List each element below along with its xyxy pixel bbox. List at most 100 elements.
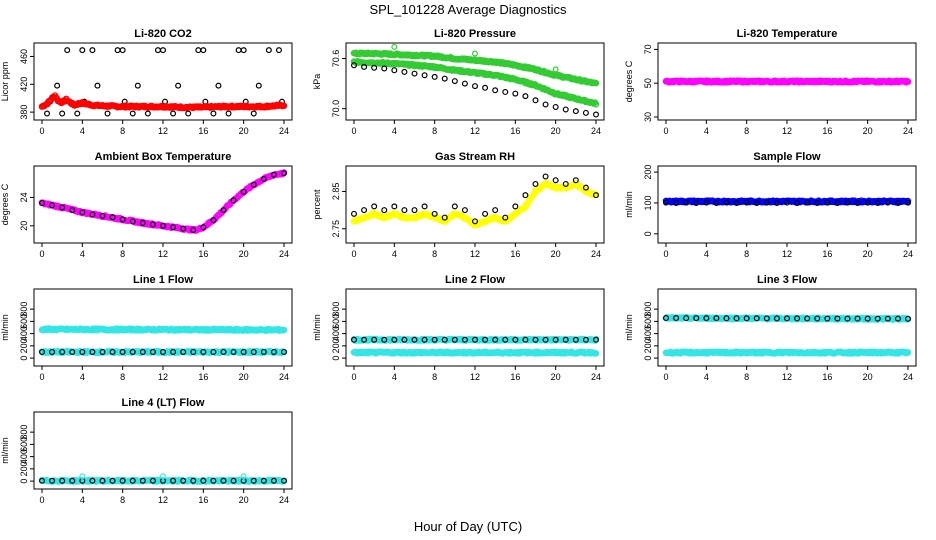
data-point <box>743 315 750 322</box>
x-tick-label: 24 <box>279 126 289 136</box>
data-point <box>119 477 126 484</box>
y-axis-label: Licor ppm <box>0 62 10 102</box>
data-point <box>522 336 529 343</box>
panel-3: Li-820 Temperature degrees C 0 4 8 12 16 20 24 30… <box>624 28 917 136</box>
panel-title: Line 2 Flow <box>445 274 505 286</box>
data-point <box>190 477 197 484</box>
x-tick-label: 4 <box>704 126 709 136</box>
y-tick-label: 600 <box>19 437 29 452</box>
x-tick-label: 0 <box>663 372 668 382</box>
data-point <box>99 477 106 484</box>
y-tick-label: 24 <box>19 192 29 202</box>
data-point <box>64 47 71 54</box>
data-point <box>794 315 801 322</box>
x-tick-label: 0 <box>351 249 356 259</box>
data-point <box>89 211 96 218</box>
data-point <box>904 349 912 356</box>
data-point <box>281 477 288 484</box>
x-tick-label: 12 <box>782 126 792 136</box>
data-point <box>834 199 841 206</box>
panel-7: Line 1 Flow ml/min 0 4 8 12 16 20 24 0 20040060080… <box>0 274 293 382</box>
y-tick-label: 0 <box>331 356 341 361</box>
data-point <box>441 214 448 221</box>
data-point <box>149 221 156 228</box>
data-point <box>351 62 358 69</box>
data-point <box>703 199 710 206</box>
y-tick-label: 600 <box>19 314 29 329</box>
x-tick-label: 4 <box>392 249 397 259</box>
data-point <box>114 47 121 54</box>
y-tick-label: 0 <box>19 356 29 361</box>
x-tick-label: 12 <box>158 372 168 382</box>
data-point <box>512 203 519 210</box>
data-point <box>492 207 499 214</box>
x-tick-label: 4 <box>80 126 85 136</box>
figure-title: SPL_101228 Average Diagnostics <box>369 2 567 17</box>
data-point <box>190 227 197 234</box>
data-point <box>371 336 378 343</box>
data-point <box>129 218 136 225</box>
data-point <box>461 80 468 87</box>
data-point <box>743 199 750 206</box>
x-tick-label: 0 <box>663 249 668 259</box>
data-point <box>592 79 600 87</box>
series-upper <box>38 325 288 334</box>
y-tick-label: 400 <box>19 449 29 464</box>
data-point <box>275 47 282 54</box>
y-tick-label: 70 <box>643 44 653 54</box>
data-point <box>703 315 710 322</box>
series-flow-average <box>662 199 911 206</box>
series-average <box>662 315 911 322</box>
x-tick-label: 24 <box>591 372 601 382</box>
series-average <box>351 336 599 343</box>
data-point <box>794 199 801 206</box>
data-point <box>773 199 780 206</box>
y-axis-label: percent <box>312 189 322 220</box>
data-point <box>215 82 222 89</box>
data-point <box>532 336 539 343</box>
data-point <box>210 348 217 355</box>
y-axis-label: ml/min <box>0 314 10 341</box>
data-point <box>255 82 262 89</box>
x-tick-label: 16 <box>198 495 208 505</box>
panel-5: Gas Stream RH percent 0 4 8 12 16 20 24 2.75 2.85 <box>312 151 605 259</box>
x-tick-label: 16 <box>510 126 520 136</box>
data-point <box>723 315 730 322</box>
data-point <box>592 192 599 199</box>
series-outliers <box>391 43 559 73</box>
data-point <box>270 477 277 484</box>
x-tick-label: 8 <box>744 249 749 259</box>
data-point <box>230 477 237 484</box>
data-point <box>94 82 101 89</box>
data-point <box>119 47 126 54</box>
data-point <box>713 199 720 206</box>
y-tick-label: 20 <box>19 221 29 231</box>
data-point <box>144 110 151 117</box>
data-point <box>451 203 458 210</box>
x-tick-label: 24 <box>279 495 289 505</box>
series-flow-spread <box>662 197 912 206</box>
data-point <box>109 348 116 355</box>
y-tick-label: 100 <box>643 195 653 210</box>
data-point <box>552 177 559 184</box>
data-point <box>904 197 912 205</box>
data-point <box>371 203 378 210</box>
data-point <box>49 348 56 355</box>
data-point <box>240 47 247 54</box>
data-point <box>391 336 398 343</box>
y-tick-label: 2.85 <box>331 183 341 201</box>
x-tick-label: 12 <box>158 126 168 136</box>
panel-title: Li-820 CO2 <box>134 28 191 40</box>
data-point <box>265 47 272 54</box>
data-point <box>210 477 217 484</box>
data-point <box>240 473 247 480</box>
panel-2: Li-820 Pressure kPa 0 4 8 12 16 20 24 70.0 70.6 <box>312 28 605 136</box>
data-point <box>662 199 669 206</box>
data-point <box>804 199 811 206</box>
x-tick-label: 8 <box>432 372 437 382</box>
data-point <box>421 72 428 79</box>
data-point <box>185 110 192 117</box>
data-point <box>552 66 559 73</box>
data-point <box>431 73 438 80</box>
data-point <box>109 214 116 221</box>
